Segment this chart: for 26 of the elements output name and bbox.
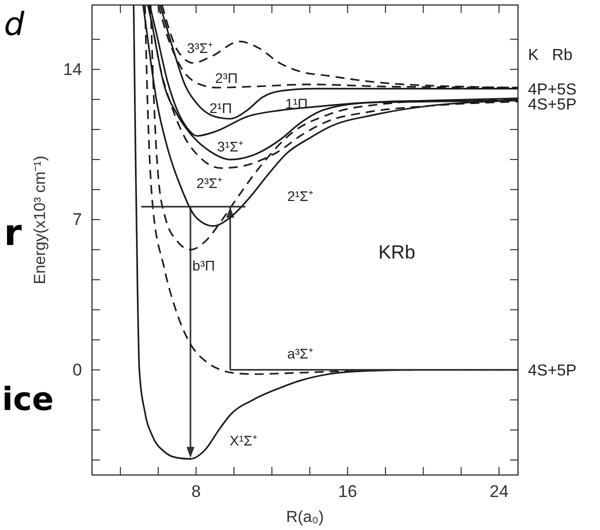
y-tick-label: 0 <box>72 360 82 380</box>
text: 4S+5P <box>528 96 576 114</box>
annotation: X¹Σ⁺ <box>230 432 258 449</box>
x-axis-title: R(a₀) <box>286 509 324 526</box>
annotation: 1¹Π <box>285 96 308 112</box>
text: 4P+5S <box>528 81 576 98</box>
y-tick-label: 7 <box>72 210 82 230</box>
text: K Rb <box>528 46 573 64</box>
annotation: 3¹Σ⁺ <box>217 138 244 155</box>
x-tick-label: 8 <box>191 482 201 502</box>
text: d <box>4 5 25 43</box>
annotation: 2¹Σ⁺ <box>287 188 314 204</box>
annotation: 2³Π <box>215 70 238 86</box>
annotation: b³Π <box>192 258 215 274</box>
annotation: a³Σ⁺ <box>287 346 314 362</box>
text: 4S+5P <box>528 362 576 380</box>
x-tick-label: 24 <box>490 482 509 502</box>
annotation: 2¹Π <box>209 100 232 116</box>
y-axis-title: Energy(x10³ cm⁻¹) <box>32 156 49 284</box>
annotation: KRb <box>378 242 416 264</box>
annotation: 3³Σ⁺ <box>186 40 213 56</box>
x-tick-label: 16 <box>338 482 358 502</box>
text: r <box>4 213 22 254</box>
annotation: 2³Σ⁺ <box>196 175 222 192</box>
text: ice <box>2 380 54 418</box>
y-tick-label: 14 <box>63 60 82 79</box>
